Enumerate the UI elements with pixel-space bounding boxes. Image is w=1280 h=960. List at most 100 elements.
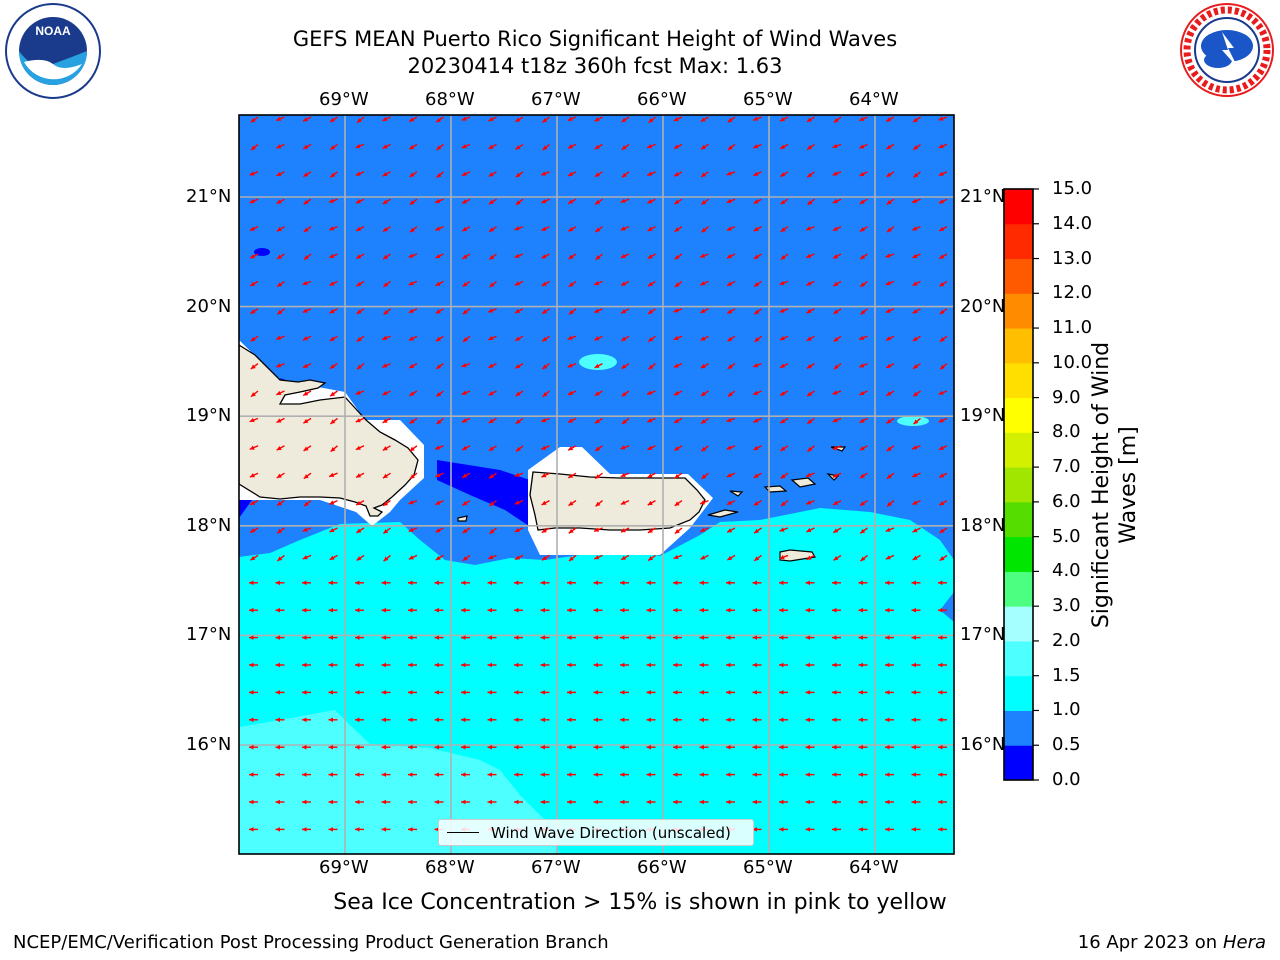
wave-direction-arrow [674, 500, 683, 507]
colorbar-swatch [1004, 467, 1033, 503]
wave-direction-arrow [752, 607, 762, 613]
wave-direction-arrow [382, 253, 391, 260]
wave-direction-arrow [621, 143, 630, 151]
wave-direction-arrow [593, 772, 603, 777]
wave-direction-arrow [540, 772, 550, 777]
wave-direction-arrow [859, 390, 868, 396]
mona-island [457, 515, 468, 522]
wave-direction-arrow [355, 607, 364, 613]
wave-direction-arrow [620, 335, 630, 342]
wave-direction-arrow [302, 335, 312, 341]
svg-text:NOAA: NOAA [35, 24, 71, 38]
wave-direction-arrow [833, 363, 842, 370]
wave-direction-arrow [727, 116, 736, 123]
wave-direction-arrow [382, 198, 391, 205]
lat-label-right: 20°N [960, 295, 1006, 317]
wave-direction-arrow [700, 445, 709, 452]
wave-direction-arrow [303, 253, 312, 261]
wave-direction-arrow [249, 799, 258, 805]
wave-direction-arrow [328, 607, 338, 613]
wave-direction-arrow [779, 335, 789, 341]
wave-direction-arrow [673, 308, 683, 313]
wave-direction-arrow [328, 744, 338, 750]
wave-direction-arrow [673, 772, 682, 777]
wave-direction-arrow [805, 662, 815, 668]
wave-direction-arrow [832, 225, 842, 232]
wave-direction-arrow [938, 225, 948, 232]
wave-direction-arrow [806, 171, 815, 178]
wave-direction-arrow [409, 417, 418, 425]
wave-direction-arrow [726, 472, 736, 478]
wave-direction-arrow [567, 690, 576, 695]
wave-direction-arrow [752, 143, 762, 149]
wave-direction-arrow [593, 527, 603, 532]
wave-direction-arrow [434, 799, 444, 805]
wave-direction-arrow [646, 635, 656, 640]
wave-direction-arrow [435, 335, 444, 342]
wave-direction-arrow [938, 171, 948, 177]
wave-direction-arrow [859, 226, 868, 233]
wave-direction-arrow [593, 635, 603, 640]
wave-direction-arrow [832, 607, 841, 613]
wave-direction-arrow [620, 472, 630, 478]
wave-direction-arrow [408, 827, 417, 832]
wave-direction-arrow [249, 717, 258, 723]
wave-direction-arrow [275, 580, 285, 586]
wave-direction-arrow [779, 799, 788, 805]
wave-direction-arrow [435, 527, 444, 533]
wave-direction-arrow [461, 580, 470, 586]
wave-direction-arrow [514, 635, 523, 640]
colorbar-tick-label: 5.0 [1052, 525, 1081, 547]
wave-direction-arrow [911, 690, 921, 695]
wave-direction-arrow [620, 225, 630, 231]
wave-direction-arrow [886, 500, 895, 507]
wave-direction-arrow [434, 717, 444, 723]
wave-direction-arrow [647, 499, 656, 506]
wave-direction-arrow [858, 635, 868, 640]
wave-direction-arrow [382, 362, 391, 368]
wave-direction-arrow [727, 363, 736, 370]
wave-direction-arrow [699, 635, 709, 640]
wave-direction-arrow [780, 226, 789, 233]
sea-ice-note: Sea Ice Concentration > 15% is shown in … [333, 890, 947, 915]
wave-direction-arrow [859, 143, 868, 149]
wave-direction-arrow [621, 116, 630, 123]
wave-direction-arrow [356, 116, 365, 124]
wave-direction-arrow [567, 198, 577, 205]
wave-direction-arrow [355, 690, 364, 695]
map-legend: Wind Wave Direction (unscaled) [438, 819, 754, 846]
wave-direction-arrow [249, 635, 258, 640]
wave-direction-arrow [383, 554, 391, 562]
wave-direction-arrow [487, 690, 497, 695]
wave-direction-arrow [461, 143, 471, 149]
wave-direction-arrow [700, 116, 709, 123]
wave-direction-arrow [699, 527, 709, 533]
wave-direction-arrow [540, 198, 550, 204]
wave-direction-arrow [807, 445, 815, 452]
wave-direction-arrow [726, 253, 736, 259]
wave-direction-arrow [673, 744, 682, 750]
wave-direction-arrow [435, 308, 444, 315]
wave-direction-arrow [726, 635, 735, 640]
wave-direction-arrow [806, 116, 815, 123]
wave-direction-arrow [461, 198, 471, 204]
wave-direction-arrow [832, 417, 842, 423]
wave-direction-arrow [753, 308, 762, 315]
wave-direction-arrow [806, 143, 815, 151]
wave-direction-arrow [620, 253, 630, 259]
wave-direction-arrow [488, 472, 497, 479]
wave-direction-arrow [514, 772, 523, 777]
wave-direction-arrow [939, 308, 948, 315]
wave-direction-arrow [911, 635, 921, 640]
wave-direction-arrow [621, 417, 630, 425]
wave-direction-arrow [434, 662, 444, 668]
colorbar-swatch [1004, 189, 1033, 225]
wave-direction-arrow [938, 253, 948, 260]
branch-credit: NCEP/EMC/Verification Post Processing Pr… [13, 932, 609, 953]
wave-direction-arrow [699, 799, 709, 805]
wave-direction-arrow [567, 744, 576, 750]
wave-direction-arrow [302, 662, 311, 668]
wave-direction-arrow [568, 280, 577, 288]
wave-direction-arrow [515, 143, 524, 151]
wave-direction-arrow [779, 662, 788, 668]
